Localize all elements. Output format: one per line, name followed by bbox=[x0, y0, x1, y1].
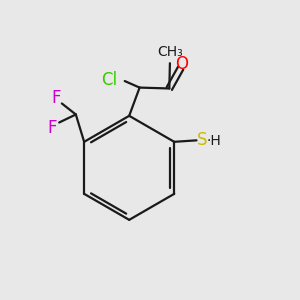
Text: Cl: Cl bbox=[101, 71, 118, 89]
Text: S: S bbox=[196, 131, 207, 149]
Text: CH₃: CH₃ bbox=[157, 45, 183, 59]
Text: F: F bbox=[51, 89, 61, 107]
Text: ·H: ·H bbox=[206, 134, 221, 148]
Text: F: F bbox=[47, 119, 57, 137]
Text: O: O bbox=[175, 55, 188, 73]
